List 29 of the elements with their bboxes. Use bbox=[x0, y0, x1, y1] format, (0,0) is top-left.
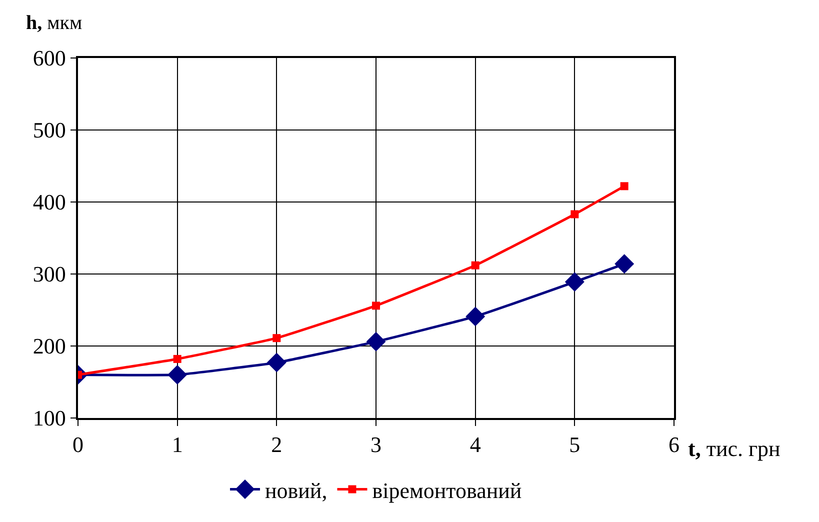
legend-label: новий, bbox=[265, 478, 328, 503]
point bbox=[564, 272, 584, 292]
x-axis-title: t, тис. грн bbox=[688, 436, 781, 461]
point bbox=[366, 332, 386, 352]
y-tick-label: 200 bbox=[32, 334, 66, 359]
x-tick-label: 4 bbox=[470, 432, 481, 458]
y-tick-label: 500 bbox=[32, 118, 66, 143]
point bbox=[173, 354, 182, 363]
point bbox=[614, 254, 634, 274]
x-tick-label: 6 bbox=[668, 432, 680, 458]
point bbox=[372, 302, 380, 310]
point bbox=[168, 365, 188, 385]
point bbox=[466, 306, 486, 326]
x-tick-label: 0 bbox=[72, 432, 84, 458]
y-tick-label: 400 bbox=[32, 190, 66, 215]
y-tick-label: 100 bbox=[32, 406, 66, 431]
x-tick-label: 2 bbox=[271, 432, 282, 458]
point bbox=[272, 334, 281, 342]
point bbox=[471, 261, 480, 270]
y-tick-label: 600 bbox=[32, 46, 66, 71]
x-tick-label: 5 bbox=[569, 432, 580, 458]
point bbox=[620, 182, 628, 190]
point bbox=[570, 210, 579, 218]
y-axis-title: h, мкм bbox=[26, 12, 82, 34]
legend-label: віремонтований bbox=[372, 478, 522, 503]
x-tick-label: 3 bbox=[370, 432, 382, 458]
point bbox=[266, 352, 286, 372]
x-tick-label: 1 bbox=[172, 432, 183, 458]
y-tick-label: 300 bbox=[32, 262, 66, 287]
